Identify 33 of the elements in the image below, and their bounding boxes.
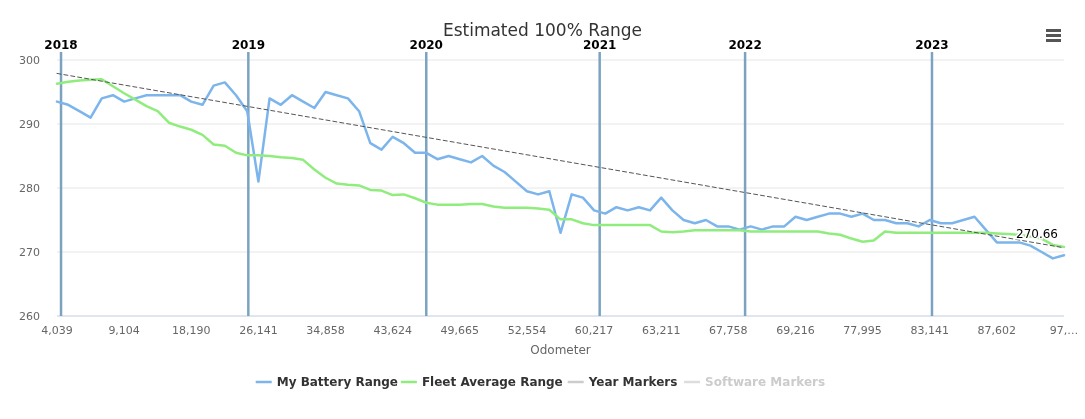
text: 2020 — [409, 38, 443, 52]
x-tick-label: 60,217 — [574, 324, 614, 337]
text: 2018 — [44, 38, 78, 52]
x-tick-label: 69,216 — [776, 324, 815, 337]
x-tick-label: 87,602 — [977, 324, 1017, 337]
x-axis-title: Odometer — [530, 343, 591, 357]
x-tick-label: 18,190 — [172, 324, 211, 337]
x-tick-label: 83,141 — [910, 324, 949, 337]
chart-title: Estimated 100% Range — [442, 20, 643, 40]
x-tick-label: 97,… — [1049, 324, 1079, 337]
y-tick-label: 300 — [19, 54, 40, 67]
legend-label: Year Markers — [587, 375, 678, 389]
legend-label: My Battery Range — [276, 375, 399, 389]
text: 2021 — [582, 38, 617, 52]
text: 2019 — [231, 38, 266, 52]
y-tick-label: 280 — [19, 182, 40, 195]
y-tick-label: 260 — [19, 310, 40, 323]
text: 2023 — [915, 38, 949, 52]
x-tick-label: 67,758 — [709, 324, 748, 337]
x-tick-label: 34,858 — [306, 324, 345, 337]
y-tick-label: 270 — [19, 246, 40, 259]
text: 2022 — [728, 38, 762, 52]
legend-label: Fleet Average Range — [421, 375, 563, 389]
x-tick-label: 52,554 — [507, 324, 547, 337]
x-tick-label: 43,624 — [373, 324, 412, 337]
x-tick-label: 9,104 — [108, 324, 140, 337]
x-tick-label: 26,141 — [239, 324, 278, 337]
x-tick-label: 63,211 — [641, 324, 681, 337]
y-tick-label: 290 — [19, 118, 40, 131]
data-label: 270.66 — [1016, 226, 1058, 241]
x-tick-label: 4,039 — [41, 324, 73, 337]
x-tick-label: 77,995 — [843, 324, 882, 337]
x-tick-label: 49,665 — [440, 324, 480, 337]
